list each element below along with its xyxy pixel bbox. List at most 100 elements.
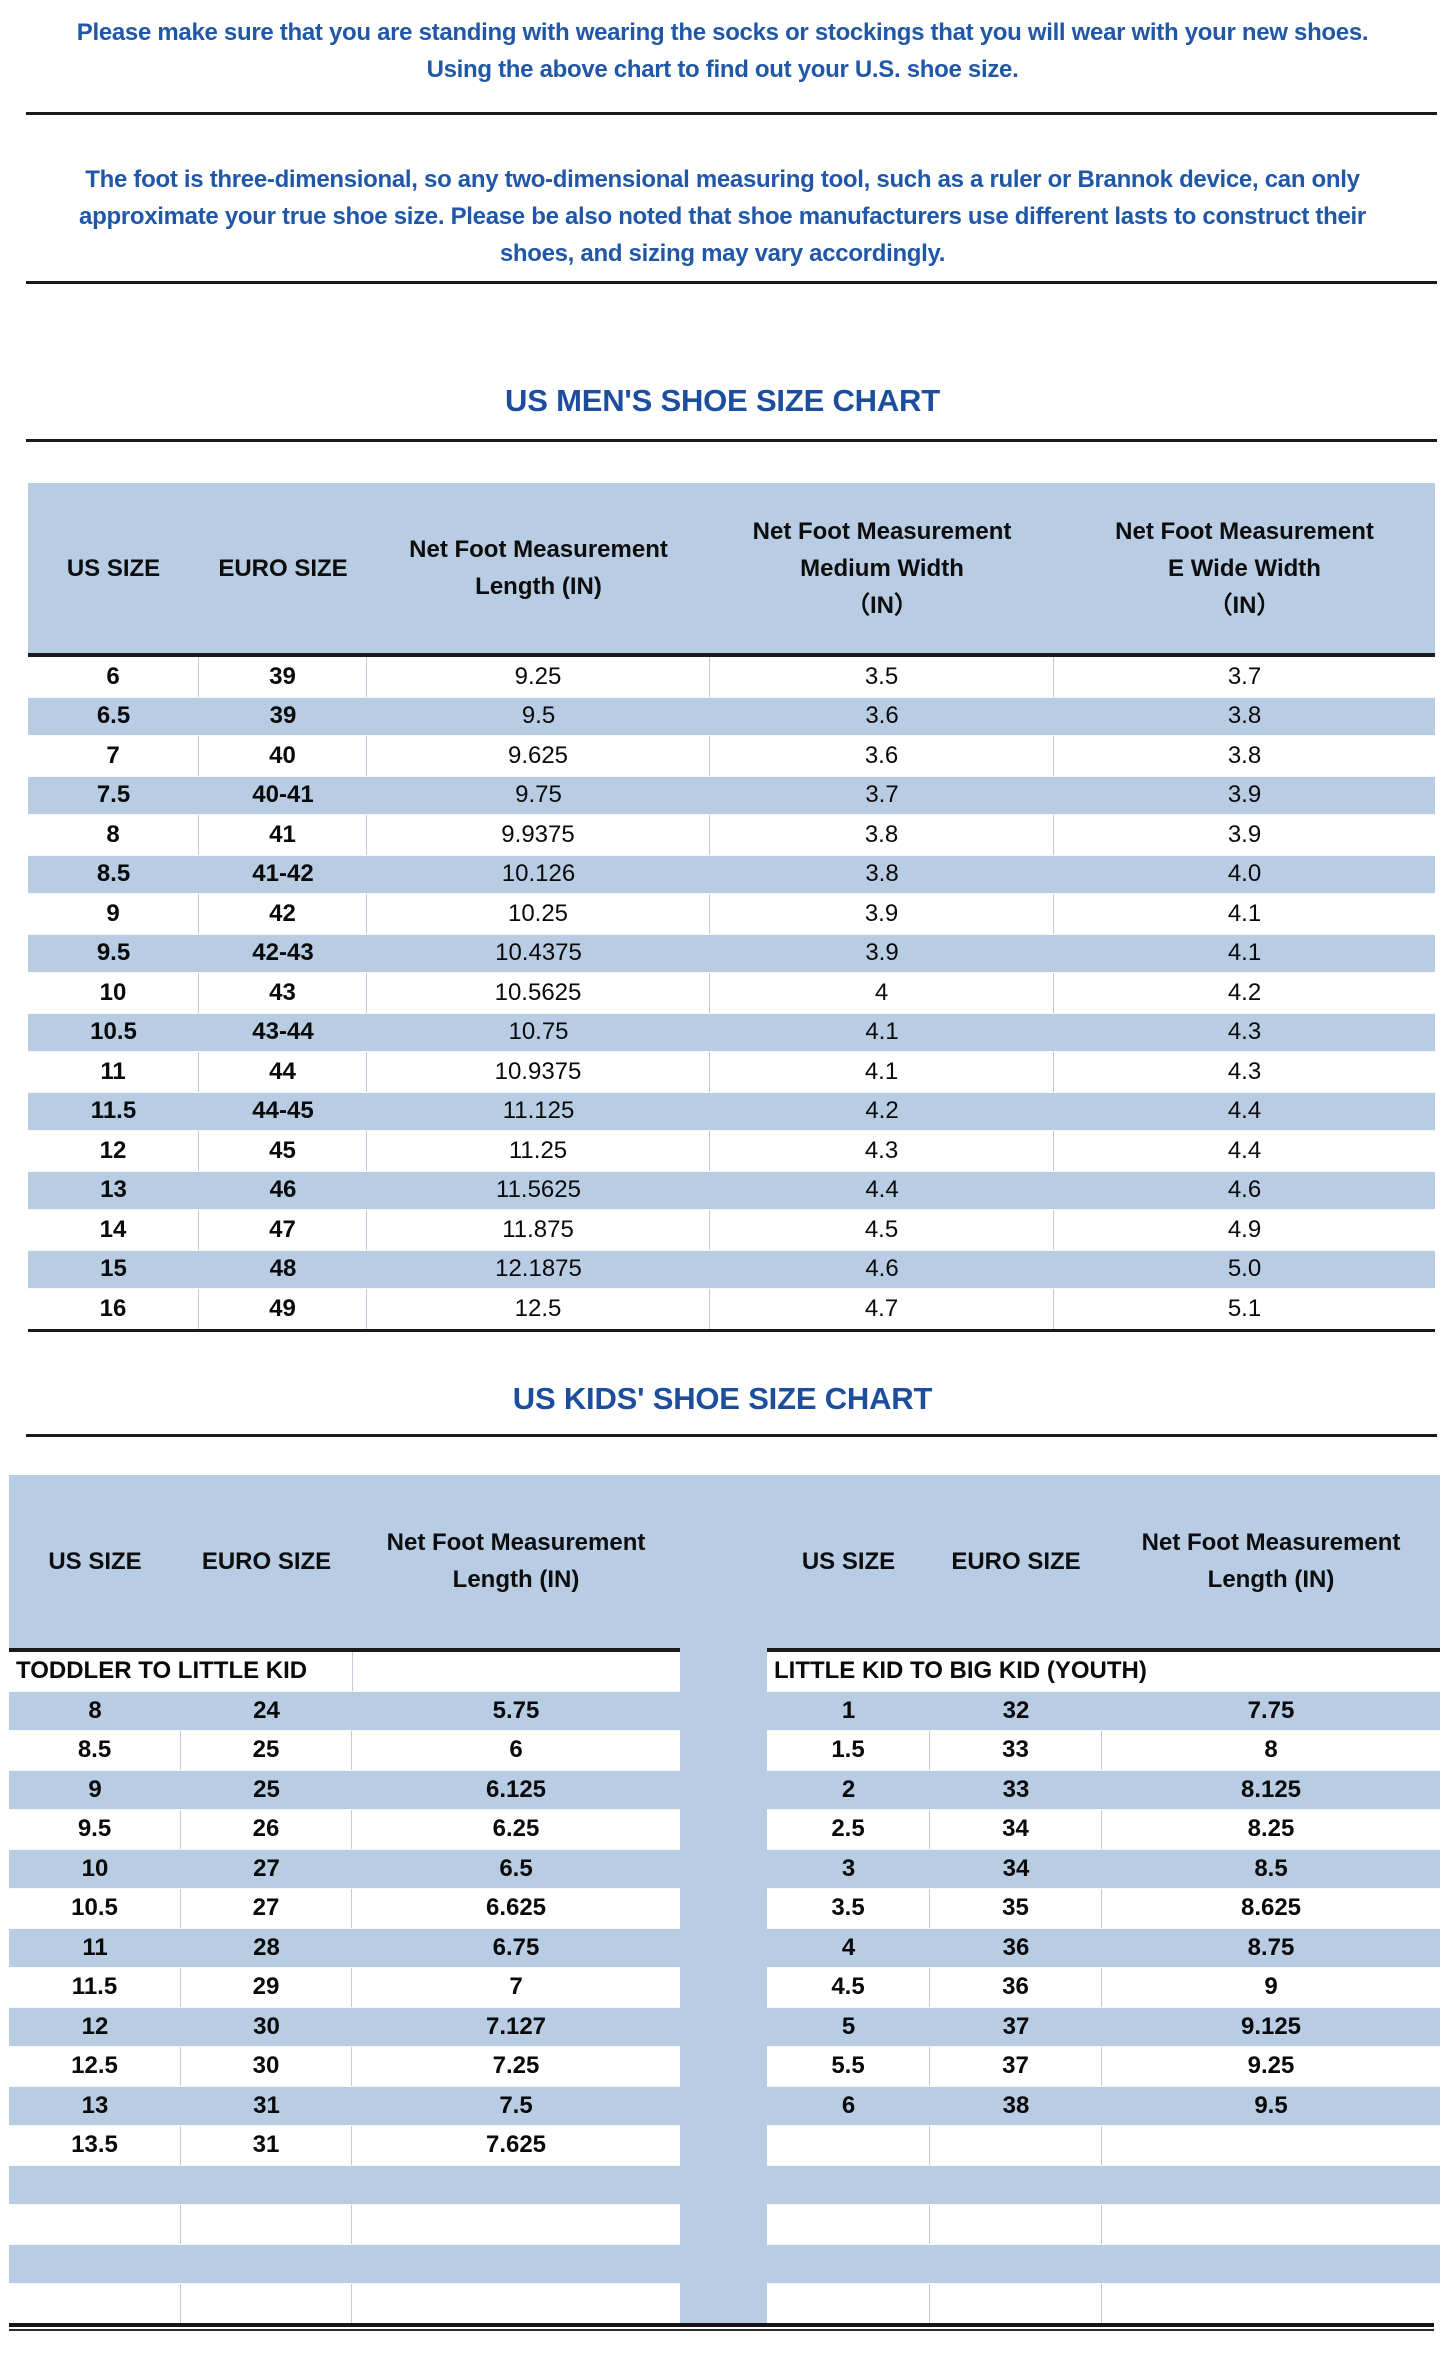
table-row (9, 2204, 1440, 2244)
table-row: 12.5 30 7.25 5.5 37 9.25 (9, 2046, 1440, 2086)
kids-left-column-header-0: US SIZE (48, 1547, 142, 1575)
spacer-cell (680, 1888, 767, 1928)
spacer-cell (680, 1730, 767, 1770)
table-row: 12 45 11.25 4.3 4.4 (28, 1131, 1435, 1171)
spacer-cell (680, 2086, 767, 2126)
table-cell: 9.625 (367, 736, 710, 776)
table-cell: 24 (253, 1696, 280, 1724)
table-row: 11 44 10.9375 4.1 4.3 (28, 1052, 1435, 1092)
table-cell: 4.4 (1227, 1136, 1262, 1164)
table-cell: 4.5 (710, 1210, 1054, 1250)
mens-column-header-0: US SIZE (66, 554, 161, 582)
table-cell: 4.5 (767, 1967, 930, 2007)
table-cell: 6.75 (492, 1933, 540, 1961)
table-cell: 44 (199, 1052, 367, 1092)
table-cell: 3.8 (710, 815, 1054, 855)
table-cell: 43 (199, 973, 367, 1013)
table-cell (930, 2244, 1102, 2284)
table-row: 9 42 10.25 3.9 4.1 (28, 894, 1435, 934)
toddler-section-label: TODDLER TO LITTLE KID (16, 1657, 308, 1685)
table-cell: 11.5 (90, 1097, 137, 1125)
table-cell (9, 2165, 181, 2205)
table-cell: 39 (269, 702, 297, 730)
table-cell: 9.5 (1254, 2091, 1288, 2119)
table-cell: 42 (199, 894, 367, 934)
table-cell: 10.126 (501, 860, 576, 888)
table-cell: 4.2 (865, 1097, 899, 1125)
table-cell: 11 (28, 1052, 199, 1092)
kids-left-column-header-2: Net Foot Measurement Length (IN) (386, 1529, 646, 1593)
table-cell (181, 2165, 352, 2205)
table-cell: 5.75 (492, 1696, 540, 1724)
table-cell (181, 2283, 352, 2323)
table-cell: 6.25 (492, 1815, 540, 1843)
table-cell: 43-44 (252, 1018, 314, 1046)
table-cell: 38 (1002, 2091, 1030, 2119)
table-cell: 11.25 (367, 1131, 710, 1171)
table-cell: 10.75 (508, 1018, 569, 1046)
table-cell (767, 2204, 930, 2244)
table-cell (9, 2244, 181, 2284)
table-cell: 8.5 (96, 860, 131, 888)
kids-table-bottom-border (9, 2323, 1434, 2331)
section-label-row: TODDLER TO LITTLE KID LITTLE KID TO BIG K… (9, 1651, 1440, 1691)
table-cell (930, 2204, 1102, 2244)
table-cell: 8.125 (1240, 1775, 1302, 1803)
table-cell: 36 (930, 1967, 1102, 2007)
kids-table-header-row: US SIZE EURO SIZE Net Foot Measurement Len… (9, 1474, 1440, 1648)
spacer-cell (680, 1474, 767, 1648)
table-cell: 5 (841, 2012, 856, 2040)
table-cell (1102, 2284, 1440, 2324)
kids-header-divider-right (767, 1647, 1440, 1652)
table-row: 12 30 7.127 5 37 9.125 (9, 2007, 1440, 2047)
spacer-cell (680, 2244, 767, 2284)
table-cell: 46 (269, 1176, 297, 1204)
table-cell: 31 (253, 2091, 280, 2119)
table-cell (767, 2165, 930, 2205)
table-cell: 3.6 (710, 736, 1054, 776)
kids-header-divider-gap (680, 1647, 767, 1652)
table-cell: 25 (253, 1775, 280, 1803)
table-cell: 8.25 (1247, 1815, 1295, 1843)
table-cell: 10.5 (9, 1888, 181, 1928)
table-row: 11 28 6.75 4 36 8.75 (9, 1928, 1440, 1968)
table-cell: 41 (199, 815, 367, 855)
table-cell: 13 (100, 1176, 127, 1204)
table-cell: 9.25 (367, 657, 710, 697)
mens-chart-title: US MEN'S SHOE SIZE CHART (505, 383, 940, 418)
intro-paragraph-1: Please make sure that you are standing w… (76, 19, 1369, 83)
table-cell: 40-41 (252, 781, 314, 809)
table-cell: 9.75 (515, 781, 562, 809)
table-cell: 4.1 (865, 1018, 899, 1046)
table-cell: 8 (1264, 1736, 1278, 1764)
divider (26, 439, 1437, 442)
table-cell: 10 (81, 1854, 109, 1882)
spacer-cell (680, 2125, 767, 2165)
mens-column-header-2: Net Foot Measurement Length (IN) (409, 536, 668, 600)
table-cell: 28 (253, 1933, 280, 1961)
table-cell: 10 (28, 973, 199, 1013)
spacer-cell (680, 1809, 767, 1849)
divider (26, 281, 1437, 284)
table-cell: 10.4375 (495, 939, 582, 967)
table-cell: 30 (181, 2046, 352, 2086)
kids-header-divider (9, 1647, 1440, 1652)
table-row: 11.5 29 7 4.5 36 9 (9, 1967, 1440, 2007)
table-cell: 7.625 (485, 2131, 547, 2159)
table-cell: 12.5 (9, 2046, 181, 2086)
table-cell: 12 (81, 2012, 109, 2040)
table-cell: 29 (181, 1967, 352, 2007)
spacer-cell (680, 2046, 767, 2086)
table-cell: 45 (199, 1131, 367, 1171)
table-cell: 5.1 (1227, 1294, 1262, 1322)
table-cell: 3.5 (710, 657, 1054, 697)
table-cell: 3.8 (865, 860, 899, 888)
spacer-cell (680, 2204, 767, 2244)
table-row: 16 49 12.5 4.7 5.1 (28, 1289, 1435, 1329)
table-cell (181, 2244, 352, 2284)
table-cell (767, 2125, 930, 2165)
table-cell: 7.75 (1247, 1696, 1295, 1724)
table-row: 7.5 40-41 9.75 3.7 3.9 (28, 775, 1435, 815)
table-cell: 9.9375 (367, 815, 710, 855)
table-cell: 7 (28, 736, 199, 776)
